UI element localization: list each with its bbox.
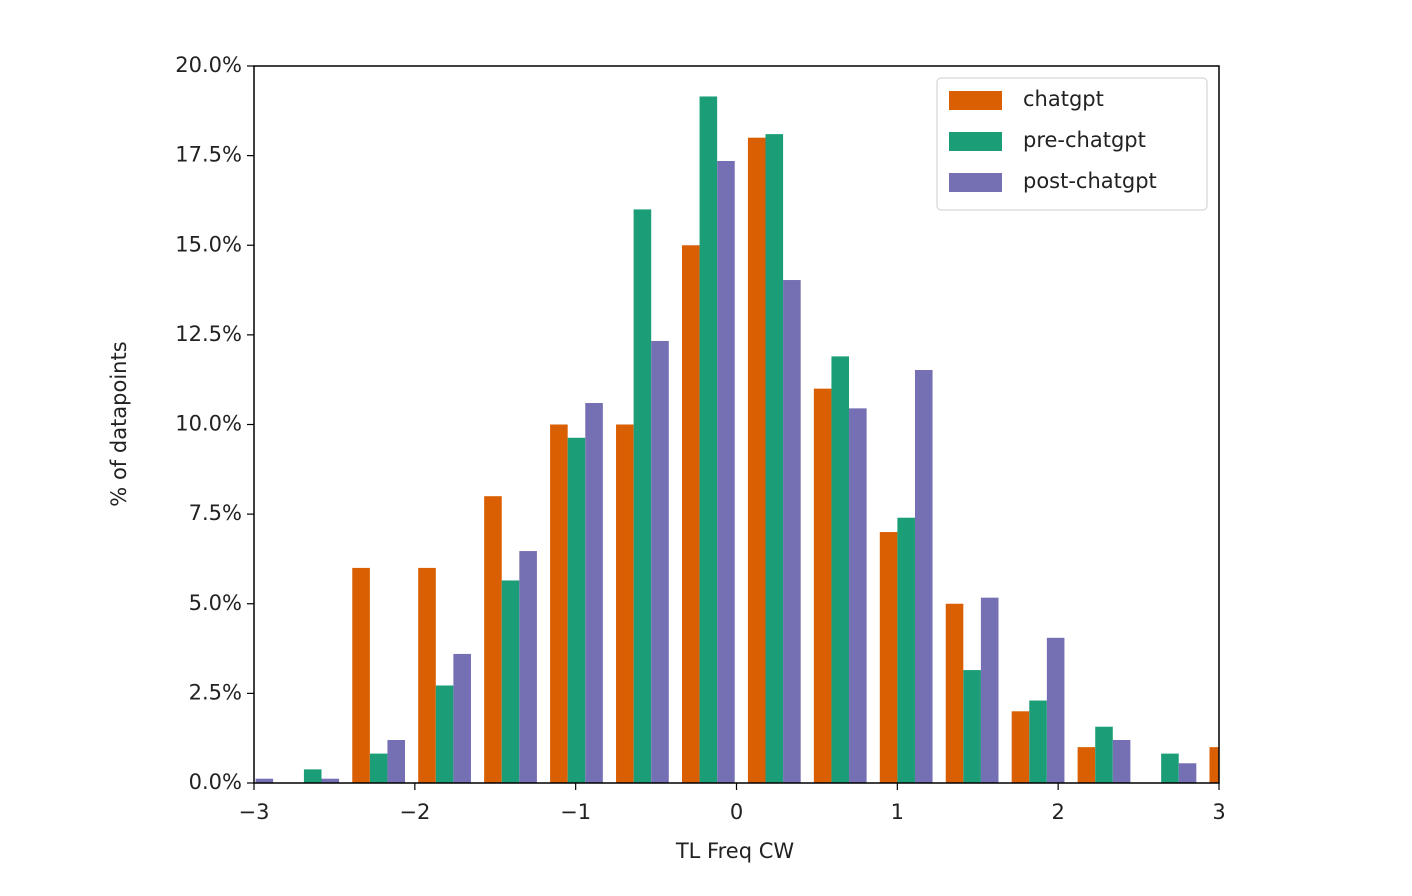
- bar: [914, 370, 933, 783]
- legend-frame: [936, 77, 1208, 211]
- bar: [435, 685, 454, 783]
- bar: [519, 551, 537, 783]
- bar: [369, 753, 388, 783]
- y-tick-label: 20.0%: [175, 53, 242, 77]
- bar: [484, 496, 502, 783]
- bar: [963, 670, 981, 783]
- bar: [831, 356, 850, 783]
- bar: [303, 769, 322, 783]
- bar: [1046, 637, 1065, 783]
- bar: [813, 388, 832, 783]
- bar: [879, 532, 898, 783]
- bar: [980, 597, 999, 783]
- bar: [747, 137, 766, 783]
- bar: [651, 340, 669, 783]
- bar: [352, 567, 370, 783]
- bar: [783, 280, 801, 783]
- bar: [585, 402, 603, 783]
- bar: [1178, 763, 1197, 783]
- bar: [1112, 739, 1131, 783]
- x-axis-label: TL Freq CW: [675, 839, 795, 863]
- bar: [1209, 747, 1219, 783]
- bar: [633, 209, 652, 783]
- bar: [945, 603, 964, 783]
- y-tick-label: 7.5%: [189, 501, 242, 525]
- legend-label: chatgpt: [1023, 87, 1104, 111]
- bar: [1161, 753, 1179, 783]
- y-tick-label: 0.0%: [189, 770, 242, 794]
- bar: [717, 161, 735, 783]
- y-tick-label: 17.5%: [175, 143, 242, 167]
- bar: [321, 778, 340, 783]
- bar: [255, 778, 274, 783]
- bar: [1077, 747, 1096, 783]
- x-tick-label: −3: [239, 800, 270, 824]
- legend-label: pre-chatgpt: [1023, 128, 1146, 152]
- x-tick-label: 0: [730, 800, 743, 824]
- bar: [681, 245, 700, 783]
- legend-label: post-chatgpt: [1023, 169, 1157, 193]
- y-tick-label: 2.5%: [189, 680, 242, 704]
- bar: [453, 653, 471, 783]
- legend-swatch: [949, 132, 1002, 151]
- x-tick-label: 1: [891, 800, 904, 824]
- y-tick-label: 5.0%: [189, 591, 242, 615]
- bar: [387, 739, 406, 783]
- legend-swatch: [949, 91, 1002, 110]
- x-tick-label: 2: [1051, 800, 1064, 824]
- bar: [501, 580, 520, 783]
- bar: [699, 96, 718, 783]
- bar: [550, 424, 568, 783]
- legend-swatch: [949, 173, 1002, 192]
- y-tick-label: 15.0%: [175, 232, 242, 256]
- bar: [765, 134, 784, 783]
- y-tick-label: 12.5%: [175, 322, 242, 346]
- plot-area: [255, 96, 1219, 783]
- bar: [849, 408, 867, 783]
- x-tick-label: −1: [560, 800, 591, 824]
- bar: [1095, 726, 1113, 783]
- bar: [567, 437, 586, 783]
- bar: [1011, 711, 1030, 783]
- x-tick-label: 3: [1212, 800, 1225, 824]
- y-axis-label: % of datapoints: [107, 341, 131, 506]
- bar: [418, 567, 436, 783]
- bar: [897, 517, 915, 783]
- bar: [616, 424, 634, 783]
- y-tick-label: 10.0%: [175, 412, 242, 436]
- x-tick-label: −2: [399, 800, 430, 824]
- bar: [1029, 700, 1047, 783]
